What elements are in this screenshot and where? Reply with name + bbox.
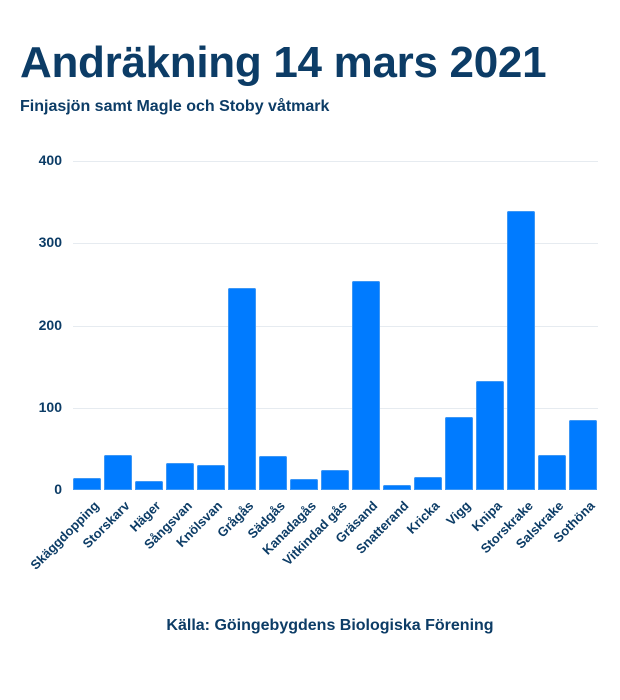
bar[interactable]	[166, 463, 194, 490]
x-tick-label: Kricka	[403, 498, 443, 537]
bar[interactable]	[321, 470, 349, 490]
chart-subtitle: Finjasjön samt Magle och Stoby våtmark	[20, 98, 330, 115]
y-tick-label: 100	[38, 399, 62, 415]
bar[interactable]	[476, 381, 504, 490]
gridline	[73, 326, 598, 327]
bar[interactable]	[228, 288, 256, 490]
y-tick-label: 0	[54, 481, 62, 497]
bar[interactable]	[197, 465, 225, 490]
bar[interactable]	[383, 485, 411, 490]
bar[interactable]	[290, 479, 318, 490]
gridline	[73, 243, 598, 244]
bar[interactable]	[414, 477, 442, 490]
gridline	[73, 161, 598, 162]
bar[interactable]	[104, 455, 132, 490]
bar[interactable]	[445, 417, 473, 490]
bar[interactable]	[507, 211, 535, 490]
chart-title: Andräkning 14 mars 2021	[20, 38, 547, 87]
bar[interactable]	[538, 455, 566, 490]
y-tick-label: 300	[38, 234, 62, 250]
bar[interactable]	[135, 481, 163, 490]
source-note: Källa: Göingebygdens Biologiska Förening	[166, 617, 494, 634]
bar[interactable]	[73, 478, 101, 490]
y-tick-label: 200	[38, 317, 62, 333]
bar[interactable]	[259, 456, 287, 490]
bar[interactable]	[352, 281, 380, 490]
bar[interactable]	[569, 420, 597, 490]
y-tick-label: 400	[38, 152, 62, 168]
gridline	[73, 408, 598, 409]
